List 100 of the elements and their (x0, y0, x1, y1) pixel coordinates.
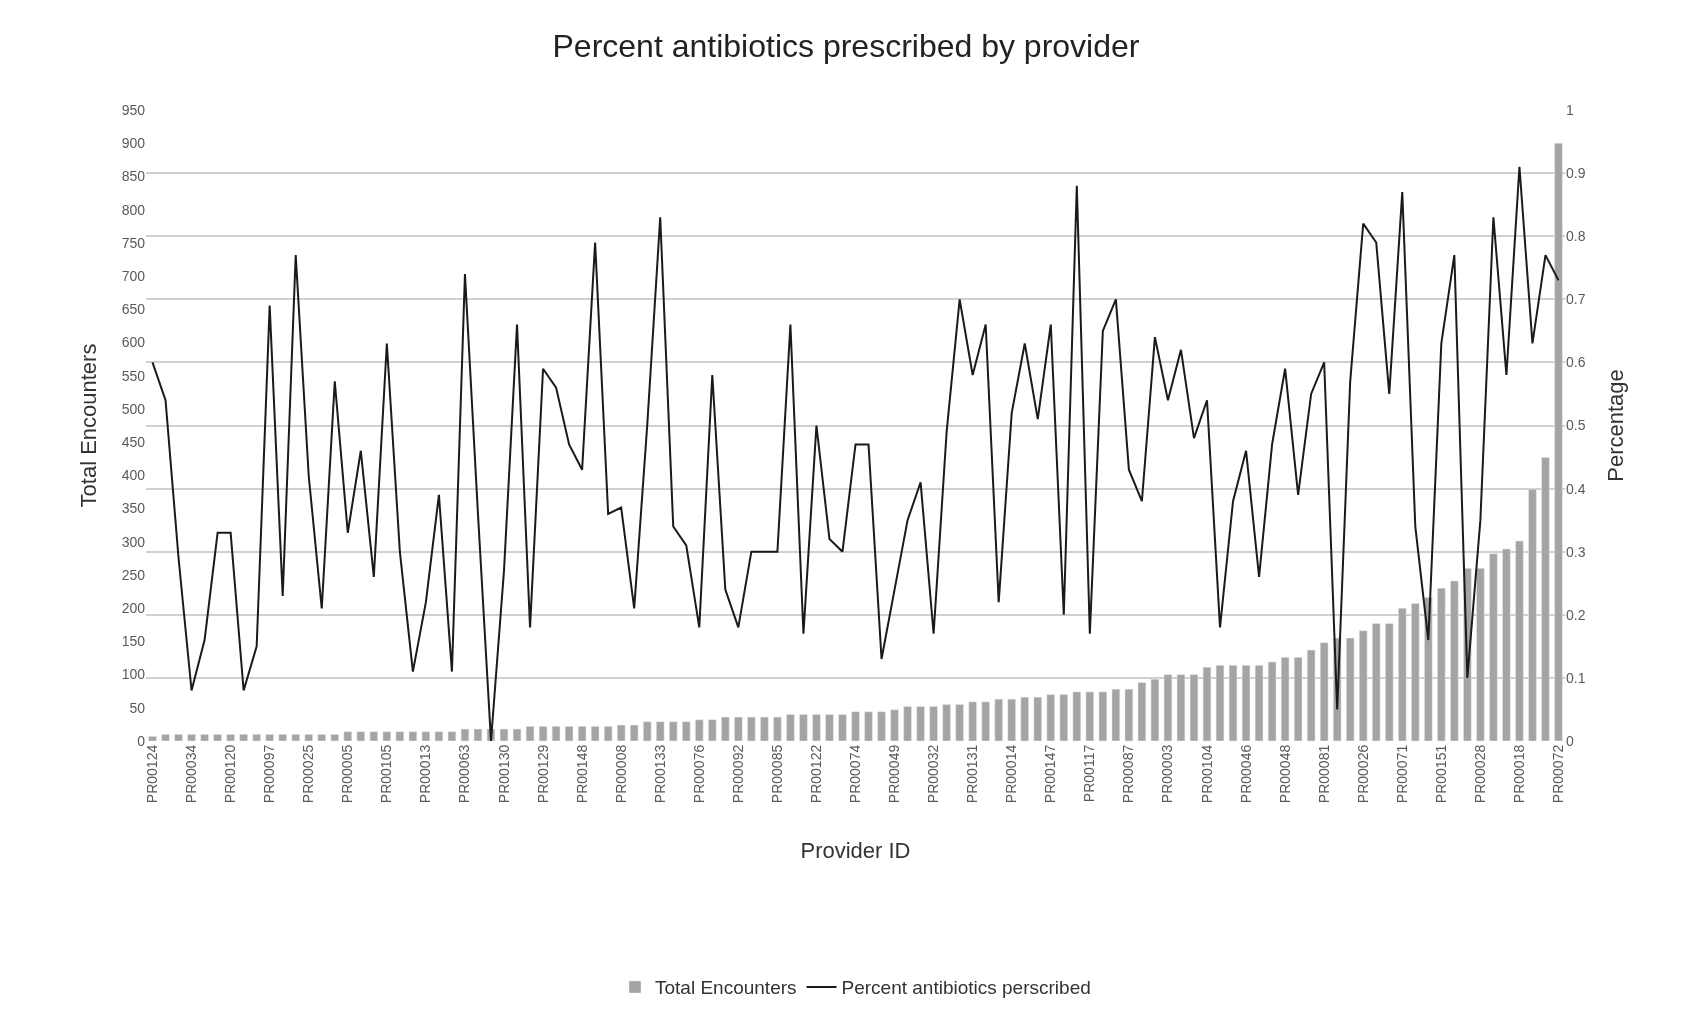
y-tick-label: 950 (121, 101, 146, 118)
x-tick-label: PR00018 (1510, 744, 1527, 804)
bar (721, 716, 730, 741)
bar (187, 734, 196, 741)
x-tick-label: PR00013 (417, 744, 434, 804)
bar (1541, 457, 1550, 741)
bar (994, 698, 1003, 741)
bar (200, 734, 209, 741)
bar (278, 734, 287, 741)
bar (617, 724, 626, 741)
y-tick-label: 150 (121, 633, 146, 650)
x-tick-label: PR00124 (144, 744, 161, 804)
y-tick-label: 300 (121, 533, 146, 550)
y-tick-label: 900 (121, 135, 146, 152)
bar (369, 731, 378, 741)
bar (786, 714, 795, 741)
bar (525, 726, 535, 741)
y-axis-title: Total Encounters (76, 343, 102, 508)
x-tick-label: PR00048 (1276, 744, 1293, 804)
x-tick-label: PR00072 (1550, 744, 1567, 804)
bar (1437, 587, 1446, 741)
y2-tick-label: 0.6 (1566, 354, 1586, 371)
bar (669, 721, 678, 741)
bar (890, 709, 899, 741)
bar (1150, 678, 1160, 741)
bar (317, 734, 326, 741)
bar (408, 731, 418, 741)
x-tick-label: PR00081 (1315, 744, 1332, 804)
y-tick-label: 650 (121, 301, 146, 318)
bar (1111, 688, 1121, 741)
bar (695, 719, 704, 741)
bar (473, 728, 483, 741)
bar (1280, 657, 1290, 741)
y2-axis-title: Percentage (1602, 369, 1628, 482)
bar (213, 734, 222, 741)
bar (343, 731, 352, 741)
y-tick-label: 200 (121, 600, 146, 617)
bar (1124, 688, 1134, 741)
x-tick-label: PR00129 (534, 744, 551, 804)
x-tick-label: PR00122 (807, 744, 824, 804)
bar (708, 719, 717, 741)
bar (577, 726, 587, 741)
bar (1228, 665, 1238, 741)
bar (747, 716, 756, 741)
bar (291, 734, 300, 741)
bar (864, 711, 873, 741)
bar (421, 731, 431, 741)
bar (851, 711, 860, 741)
bar (356, 731, 365, 741)
bar (1176, 674, 1186, 741)
y2-tick-label: 0.8 (1566, 228, 1586, 245)
x-tick-label: PR00148 (573, 744, 590, 804)
bar (239, 734, 248, 741)
bar (512, 728, 522, 741)
y2-tick-label: 0.5 (1566, 417, 1586, 434)
bar (382, 731, 391, 741)
bar (1346, 637, 1355, 741)
bar (538, 726, 548, 741)
line-series (151, 165, 1560, 741)
y-tick-label: 350 (121, 500, 146, 517)
x-tick-label: PR00092 (729, 744, 746, 804)
bar (773, 716, 782, 741)
bar (1085, 691, 1094, 741)
bar (760, 716, 769, 741)
bar (877, 711, 886, 741)
bar (564, 726, 574, 741)
bar (1241, 665, 1251, 741)
bar (1098, 691, 1107, 741)
x-tick-label: PR00131 (964, 744, 981, 804)
bar (630, 724, 639, 741)
bar (903, 706, 912, 741)
y2-tick-label: 0.3 (1566, 543, 1586, 560)
y2-tick-label: 1 (1566, 101, 1574, 118)
bar (252, 734, 261, 741)
x-tick-label: PR00049 (886, 744, 903, 804)
bar (682, 721, 691, 741)
bar (812, 714, 821, 741)
y2-tick-label: 0.7 (1566, 291, 1586, 308)
bar (590, 726, 600, 741)
x-tick-label: PR00085 (768, 744, 785, 804)
bar (1320, 642, 1329, 741)
y-tick-label: 250 (121, 566, 146, 583)
x-tick-label: PR00133 (651, 744, 668, 804)
bar (1202, 667, 1212, 741)
bar (1137, 682, 1147, 741)
bar (1450, 580, 1459, 741)
y-tick-label: 50 (129, 699, 146, 716)
x-tick-label: PR00130 (495, 744, 512, 804)
bar (1189, 674, 1199, 741)
bar (1385, 623, 1394, 741)
bar (1163, 674, 1173, 741)
bar (968, 701, 977, 741)
bar (1489, 553, 1498, 741)
legend-label: Percent antibiotics perscribed (841, 977, 1091, 999)
bar (1515, 540, 1524, 741)
bar (1411, 603, 1420, 741)
bar (1359, 630, 1368, 741)
bar (1502, 548, 1511, 741)
x-tick-label: PR00003 (1159, 744, 1176, 804)
y-tick-label: 500 (121, 400, 146, 417)
